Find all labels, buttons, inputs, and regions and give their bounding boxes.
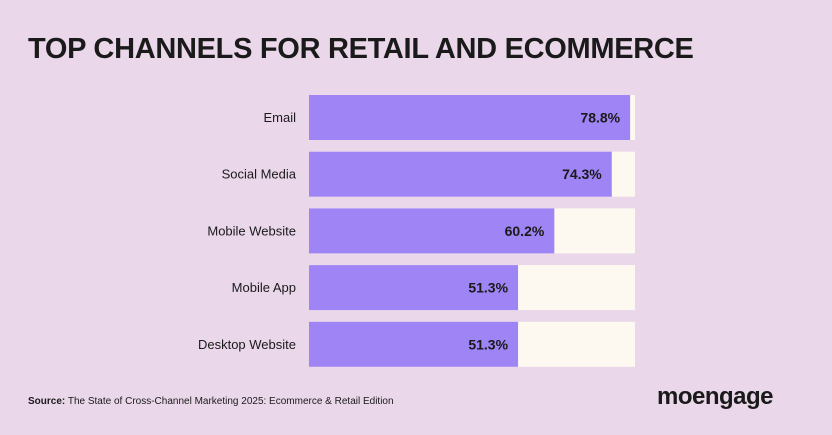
bar [309, 265, 519, 311]
chart-title: TOP CHANNELS FOR RETAIL AND ECOMMERCE [28, 33, 694, 65]
moengage-logo: moengage [657, 383, 774, 410]
source-text: The State of Cross-Channel Marketing 202… [67, 396, 394, 407]
data-label: 78.8% [580, 110, 620, 126]
category-label: Mobile Website [207, 223, 296, 238]
bar [309, 208, 555, 254]
bar [309, 151, 612, 197]
bar [309, 321, 519, 367]
data-label: 74.3% [562, 166, 602, 182]
data-label: 60.2% [505, 223, 545, 239]
bar [309, 95, 631, 140]
category-label: Social Media [222, 167, 297, 182]
category-label: Mobile App [232, 280, 296, 295]
data-label: 51.3% [468, 336, 508, 352]
category-label: Desktop Website [198, 337, 296, 352]
source-label: Source: [28, 396, 66, 407]
data-label: 51.3% [468, 280, 508, 296]
category-label: Email [263, 110, 296, 125]
source-note: Source: The State of Cross-Channel Marke… [28, 396, 394, 407]
